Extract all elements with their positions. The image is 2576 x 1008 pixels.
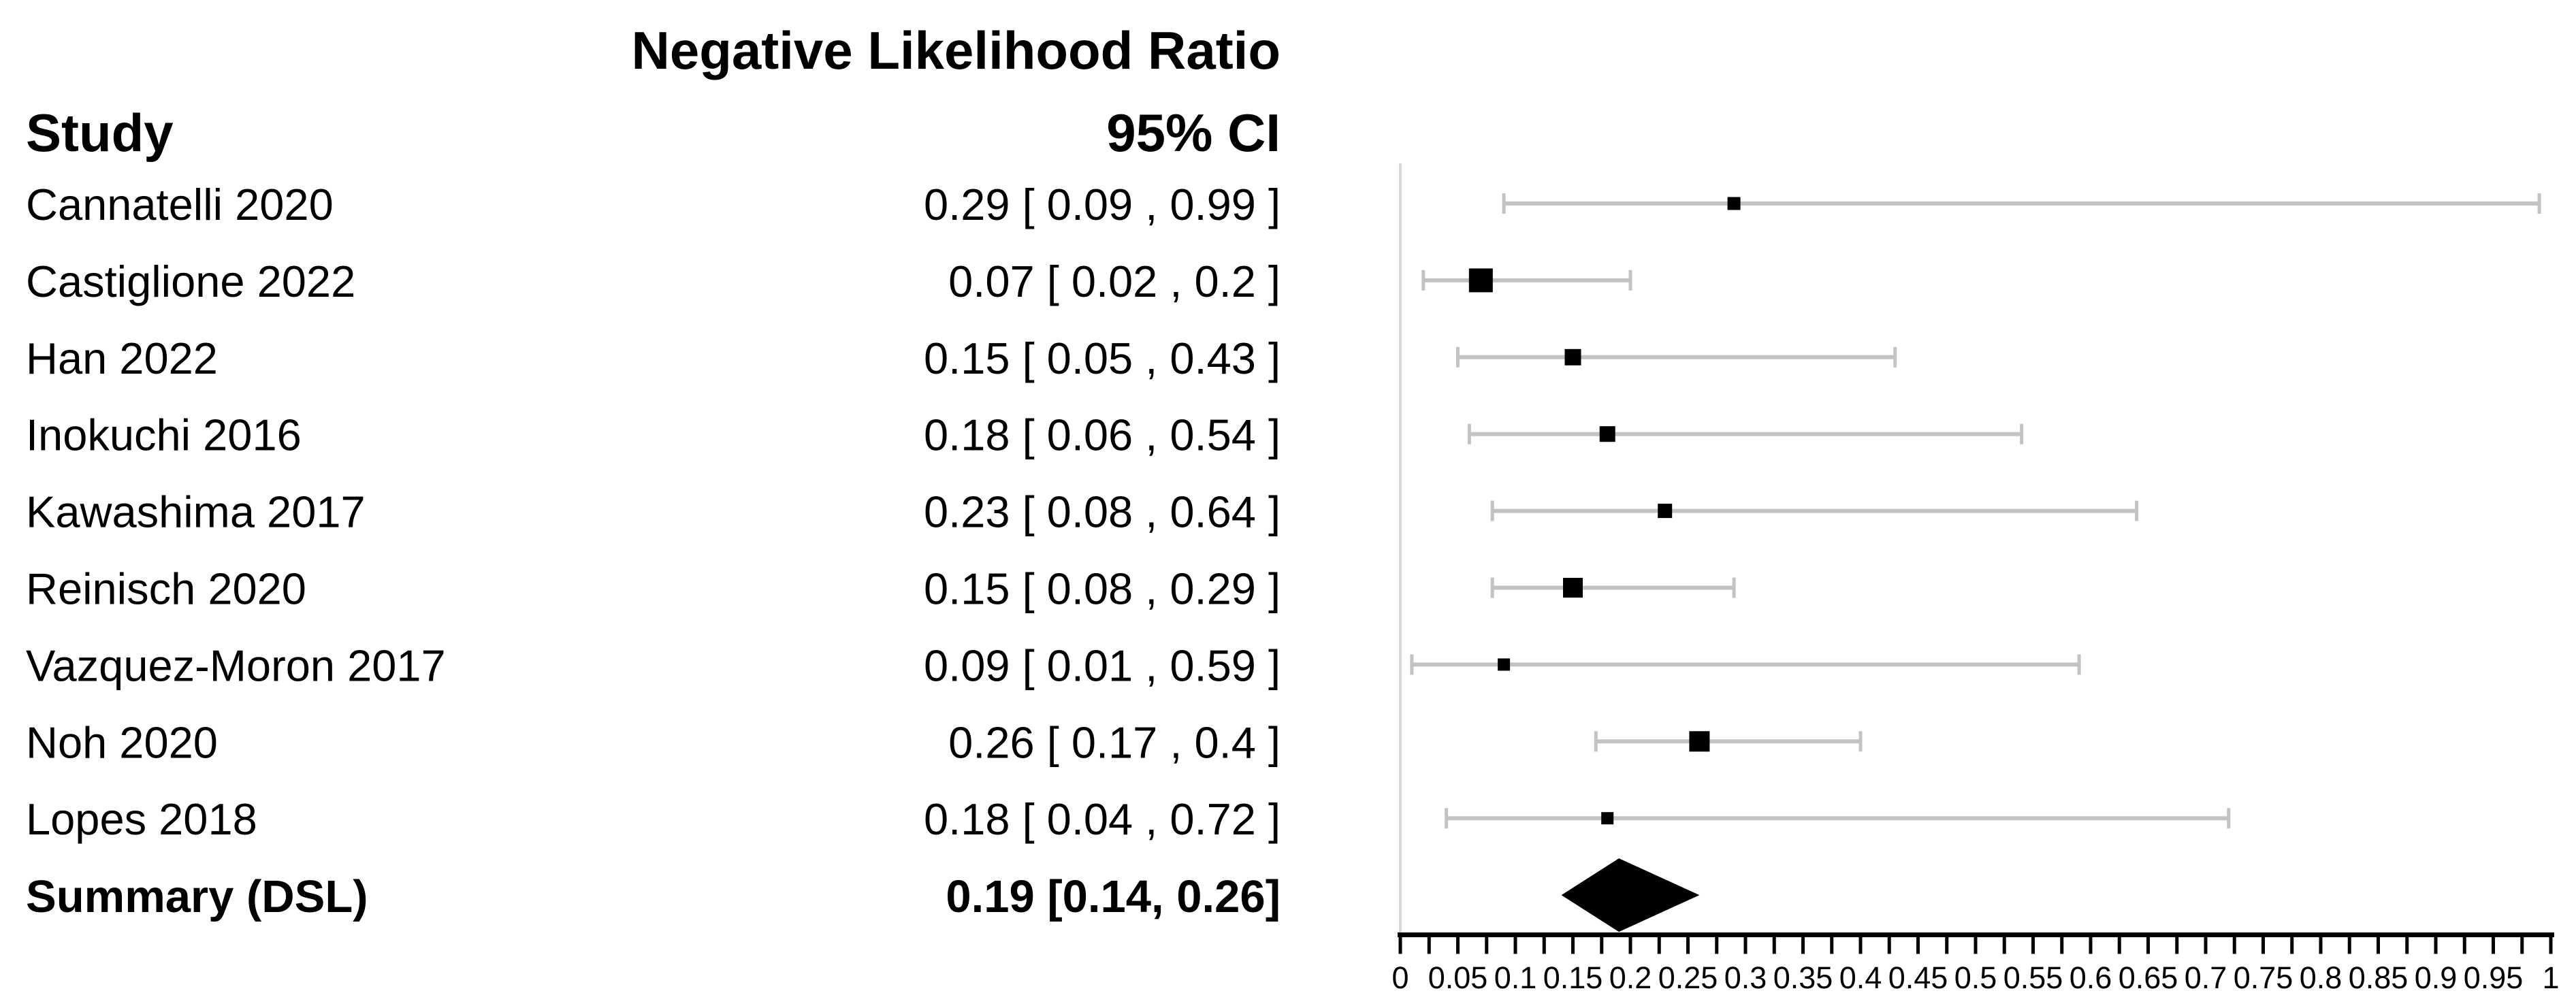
- x-axis-tick-label: 0.75: [2234, 960, 2293, 995]
- x-axis-tick-label: 0.2: [1609, 960, 1652, 995]
- estimate-marker: [1599, 426, 1615, 442]
- x-axis-tick-label: 0.25: [1658, 960, 1718, 995]
- x-axis-tick-label: 0: [1391, 960, 1408, 995]
- x-axis-tick-label: 0.9: [2415, 960, 2458, 995]
- ci-value: 0.18 [ 0.04 , 0.72 ]: [924, 794, 1281, 844]
- estimate-marker: [1658, 504, 1673, 519]
- study-label: Lopes 2018: [26, 794, 257, 844]
- x-axis-tick-label: 0.4: [1839, 960, 1882, 995]
- x-axis-tick-label: 0.55: [2003, 960, 2063, 995]
- x-axis-tick-label: 0.6: [2070, 960, 2112, 995]
- ci-value: 0.09 [ 0.01 , 0.59 ]: [924, 640, 1281, 690]
- x-axis-tick-label: 0.7: [2185, 960, 2227, 995]
- summary-ci-value: 0.19 [0.14, 0.26]: [946, 871, 1281, 922]
- study-label: Kawashima 2017: [26, 487, 366, 537]
- ci-value: 0.07 [ 0.02 , 0.2 ]: [948, 257, 1281, 306]
- x-axis-tick-label: 0.1: [1494, 960, 1537, 995]
- x-axis-tick-label: 0.65: [2119, 960, 2178, 995]
- x-axis-tick-label: 0.8: [2300, 960, 2342, 995]
- ci-value: 0.15 [ 0.05 , 0.43 ]: [924, 334, 1281, 383]
- x-axis-tick-label: 0.3: [1724, 960, 1767, 995]
- estimate-marker: [1601, 812, 1614, 825]
- x-axis-tick-label: 0.35: [1773, 960, 1833, 995]
- ci-column-header: 95% CI: [1106, 103, 1281, 163]
- x-axis-group: 0 0.05 0.1 0.15 0.2 0.25 0.3 0.35 0.4 0.45 0.5 0.55…: [1391, 932, 2560, 995]
- ci-value: 0.29 [ 0.09 , 0.99 ]: [924, 180, 1281, 229]
- x-axis-tick-label: 1: [2542, 960, 2559, 995]
- study-label: Reinisch 2020: [26, 564, 306, 614]
- x-axis-tick-label: 0.15: [1543, 960, 1603, 995]
- estimate-marker: [1498, 658, 1511, 671]
- study-label: Inokuchi 2016: [26, 410, 302, 460]
- ci-value: 0.23 [ 0.08 , 0.64 ]: [924, 487, 1281, 537]
- study-label: Vazquez-Moron 2017: [26, 640, 446, 690]
- x-axis-tick-label: 0.05: [1428, 960, 1488, 995]
- study-label: Cannatelli 2020: [26, 180, 334, 229]
- summary-diamond: [1561, 858, 1700, 932]
- chart-title: Negative Likelihood Ratio: [632, 20, 1281, 80]
- estimate-marker: [1563, 578, 1583, 598]
- study-label: Castiglione 2022: [26, 257, 355, 306]
- study-label: Noh 2020: [26, 717, 218, 767]
- x-axis-tick-label: 0.45: [1888, 960, 1948, 995]
- x-axis-tick-label: 0.85: [2349, 960, 2409, 995]
- study-column-header: Study: [26, 103, 174, 163]
- ci-value: 0.26 [ 0.17 , 0.4 ]: [948, 717, 1281, 767]
- x-axis-tick-label: 0.95: [2464, 960, 2524, 995]
- summary-label: Summary (DSL): [26, 871, 368, 922]
- estimate-marker: [1468, 268, 1493, 293]
- ci-value: 0.15 [ 0.08 , 0.29 ]: [924, 564, 1281, 614]
- study-label: Han 2022: [26, 334, 218, 383]
- ci-value: 0.18 [ 0.06 , 0.54 ]: [924, 410, 1281, 460]
- study-rows-group: Cannatelli 2020 0.29 [ 0.09 , 0.99 ] Casti…: [26, 180, 2541, 932]
- estimate-marker: [1727, 197, 1741, 210]
- x-axis-tick-label: 0.5: [1954, 960, 1997, 995]
- estimate-marker: [1564, 348, 1581, 365]
- estimate-marker: [1689, 731, 1710, 752]
